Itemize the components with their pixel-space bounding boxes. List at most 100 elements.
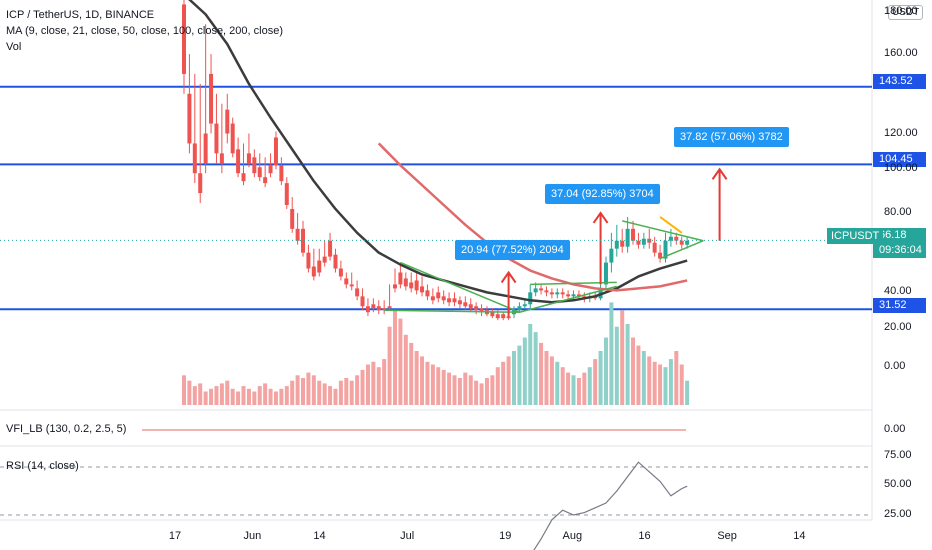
candle-body [452, 298, 457, 303]
candle-body [382, 308, 387, 311]
volume-bar [192, 386, 197, 405]
candle-body [490, 312, 495, 317]
volume-bar [230, 388, 235, 405]
ma-slow-line [377, 142, 688, 292]
level-tag-resistance-2: 104.45 [873, 152, 926, 167]
candle-body [236, 149, 241, 174]
volume-bar [409, 342, 414, 405]
volume-bar [495, 367, 500, 405]
level-tag-resistance-1: 143.52 [873, 74, 926, 89]
volume-bar [268, 388, 273, 405]
time-tick-label: Sep [717, 530, 737, 542]
volume-bar [333, 388, 338, 405]
symbol-title: ICP / TetherUS, 1D, BINANCE [6, 9, 155, 21]
volume-bar [614, 326, 619, 405]
volume-bar [317, 380, 322, 405]
volume-bar [311, 375, 316, 405]
volume-bar [457, 378, 462, 405]
volume-bar [468, 375, 473, 405]
candle-body [474, 306, 479, 311]
wedge-line-top [622, 220, 704, 242]
price-tick-label: 120.00 [884, 126, 918, 139]
volume-bar [182, 375, 186, 405]
candle-body [528, 292, 533, 305]
vfi-tick-label: 0.00 [884, 423, 906, 435]
volume-bar [571, 375, 576, 405]
candle-body [301, 228, 306, 253]
candle-body [414, 280, 419, 291]
volume-bar [284, 386, 289, 405]
rsi-line [533, 461, 688, 550]
candle-body [284, 183, 289, 205]
candle-body [658, 252, 663, 259]
volume-bar [263, 383, 268, 405]
rsi-tick-label: 50.00 [884, 478, 912, 490]
candle-body [360, 296, 365, 307]
candle-body [273, 137, 278, 166]
candle-body [609, 248, 614, 263]
candle-body [209, 73, 214, 124]
candle-body [322, 256, 327, 263]
candle-body [349, 284, 354, 287]
rsi-legend: RSI (14, close) [6, 460, 79, 472]
volume-bar [203, 391, 208, 405]
candle-body [192, 143, 197, 174]
ma-legend: MA (9, close, 21, close, 50, close, 100,… [6, 25, 283, 37]
vfi-legend: VFI_LB (130, 0.2, 2.5, 5) [6, 423, 127, 435]
candle-body [647, 238, 652, 243]
measure-callout-2[interactable]: 37.04 (92.85%) 3704 [545, 184, 660, 204]
volume-bar [430, 364, 435, 405]
candle-body [355, 288, 360, 297]
ma-fast-line [188, 0, 688, 304]
time-tick-label: 19 [499, 530, 512, 542]
candle-body [328, 240, 333, 257]
volume-bar [236, 391, 241, 405]
volume-legend: Vol [6, 41, 22, 53]
volume-bar [257, 386, 262, 405]
volume-bar [295, 375, 300, 405]
volume-bar [539, 342, 544, 405]
candle-body [468, 304, 473, 309]
candle-body [219, 153, 224, 164]
volume-bar [382, 359, 387, 405]
volume-bar [533, 332, 538, 405]
candle-body [685, 240, 690, 245]
volume-bar [641, 351, 646, 405]
volume-bar [479, 383, 484, 405]
time-tick-label: Jul [400, 530, 415, 542]
volume-bar [566, 372, 571, 405]
candle-body [365, 306, 370, 313]
volume-bar [501, 361, 506, 405]
candle-body [506, 316, 511, 319]
volume-bar [658, 364, 663, 405]
symbol-tag: ICPUSDT [827, 228, 884, 244]
level-tag-support: 31.52 [873, 298, 926, 313]
candle-body [674, 236, 679, 241]
candle-body [539, 288, 544, 291]
volume-bar [587, 367, 592, 405]
price-tick-label: 20.00 [884, 321, 912, 333]
volume-bar [484, 378, 489, 405]
volume-bar [522, 337, 527, 405]
candle-body [338, 268, 343, 277]
candle-body [463, 302, 468, 307]
measure-callout-1[interactable]: 20.94 (77.52%) 2094 [455, 240, 570, 260]
time-tick-label: 16 [638, 530, 651, 542]
currency-button[interactable]: USDT [888, 5, 924, 20]
price-tick-label: 180.00 [884, 5, 918, 17]
volume-bar [685, 380, 690, 405]
volume-bar [349, 380, 354, 405]
volume-bar [517, 345, 522, 405]
candle-body [225, 109, 230, 134]
volume-bar [598, 351, 603, 405]
volume-bar [528, 324, 533, 405]
volume-bar [403, 334, 408, 405]
candle-body [555, 292, 560, 295]
candle-body [290, 208, 295, 229]
candle-body [344, 278, 349, 285]
time-tick-label: 14 [313, 530, 326, 542]
measure-callout-3[interactable]: 37.82 (57.06%) 3782 [674, 127, 789, 147]
countdown-tag: 09:36:04 [873, 243, 926, 258]
candle-body [230, 123, 235, 154]
